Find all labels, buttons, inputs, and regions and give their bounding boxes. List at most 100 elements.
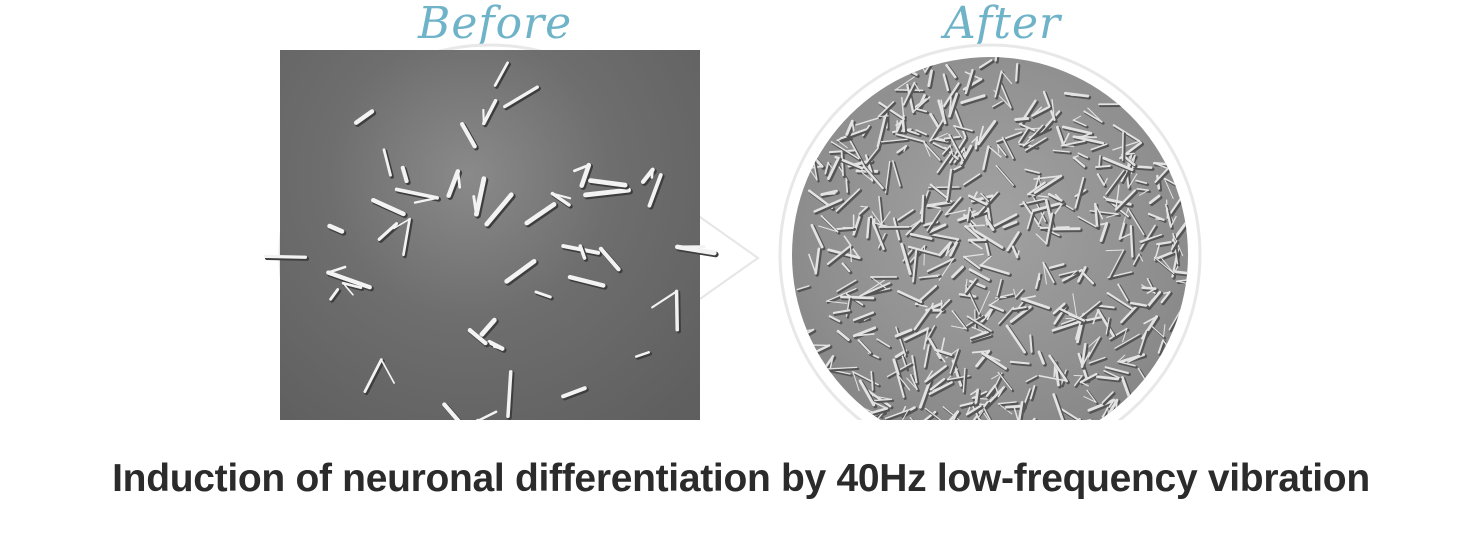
cell <box>1059 419 1092 420</box>
cell-shadow <box>1059 271 1080 278</box>
cell <box>1051 320 1082 332</box>
cell-branch <box>328 224 337 231</box>
cell-shadow <box>1108 272 1135 281</box>
cell <box>1087 336 1101 358</box>
cell-branch <box>930 302 934 309</box>
cell <box>1052 149 1071 153</box>
cell-shadow <box>934 427 949 428</box>
cell-branch <box>903 145 907 152</box>
cell <box>826 244 852 265</box>
cell <box>1058 270 1078 276</box>
cell <box>1072 119 1087 127</box>
cell <box>852 213 862 236</box>
cell <box>371 197 406 217</box>
cell <box>929 112 941 130</box>
cell <box>936 424 946 436</box>
cell <box>840 149 844 177</box>
cell <box>1094 202 1099 228</box>
cell <box>1129 301 1148 307</box>
cell <box>832 309 851 315</box>
cell <box>1106 291 1134 311</box>
cell-shadow <box>867 217 873 241</box>
cell-branch <box>974 229 992 242</box>
cell-branch <box>1138 253 1144 262</box>
cell-shadow <box>897 210 916 223</box>
cell-shadow <box>979 60 995 71</box>
cell-branch <box>1061 145 1075 148</box>
cell <box>1005 324 1026 354</box>
cell-branch <box>342 282 354 296</box>
cell <box>363 358 383 394</box>
cell <box>926 209 941 232</box>
cell <box>567 274 606 288</box>
cell-shadow <box>871 408 891 417</box>
cell <box>909 373 918 391</box>
cell-shadow <box>997 132 1025 145</box>
before-micrograph <box>263 50 719 420</box>
cell-shadow <box>815 248 823 277</box>
cell-branch <box>997 403 1013 415</box>
cell <box>1040 110 1061 132</box>
cell <box>1080 342 1087 368</box>
cell-shadow <box>1136 180 1150 187</box>
cell-shadow <box>1018 402 1026 420</box>
cell <box>504 258 537 284</box>
cell <box>962 367 966 393</box>
cell-shadow <box>919 379 934 411</box>
cell-shadow <box>884 425 901 436</box>
cell-branch <box>977 125 984 145</box>
cell <box>506 370 513 419</box>
cell <box>848 138 866 169</box>
cell <box>998 306 1015 325</box>
cell-branch <box>895 119 904 127</box>
cell <box>912 249 918 283</box>
cell-shadow <box>1025 169 1042 176</box>
cell <box>1049 263 1065 269</box>
cell <box>969 419 987 420</box>
cell-shadow <box>910 418 928 420</box>
cell-shadow <box>914 108 930 115</box>
cell <box>929 116 946 142</box>
cell <box>995 164 1014 186</box>
cell <box>862 165 884 190</box>
cell-shadow <box>1062 418 1083 420</box>
cell-shadow <box>972 423 986 430</box>
cell <box>977 416 986 420</box>
cell <box>1077 266 1087 283</box>
cell <box>974 388 980 404</box>
cell <box>866 216 871 239</box>
cell-branch <box>820 192 836 196</box>
cell <box>980 192 990 203</box>
cell <box>1081 271 1095 285</box>
cell-shadow <box>860 283 893 299</box>
cell-shadow <box>866 148 881 166</box>
cell <box>326 270 372 290</box>
cell <box>1117 283 1129 302</box>
cell-branch <box>964 278 968 293</box>
cell-shadow <box>986 197 994 226</box>
cell-shadow <box>904 328 932 343</box>
cell <box>835 188 861 212</box>
cell-branch <box>970 389 979 396</box>
cell-branch <box>977 417 989 420</box>
cell <box>902 81 916 106</box>
cell <box>1072 135 1105 145</box>
after-label: After <box>944 0 1062 49</box>
cell-shadow <box>827 369 853 377</box>
cell <box>1006 231 1020 252</box>
cell-branch <box>827 162 832 168</box>
cell <box>951 310 967 330</box>
cell-shadow <box>1018 128 1031 146</box>
cell <box>933 426 948 427</box>
cell <box>583 187 631 198</box>
cell-shadow <box>928 70 935 90</box>
cell-shadow <box>1140 234 1165 245</box>
cell <box>974 136 979 150</box>
cell <box>1017 401 1024 420</box>
cell <box>1132 253 1140 266</box>
cell <box>966 315 992 332</box>
cell <box>1076 300 1101 321</box>
cell-branch <box>1074 320 1082 340</box>
cell-branch <box>966 406 971 416</box>
cell-shadow <box>881 139 910 145</box>
